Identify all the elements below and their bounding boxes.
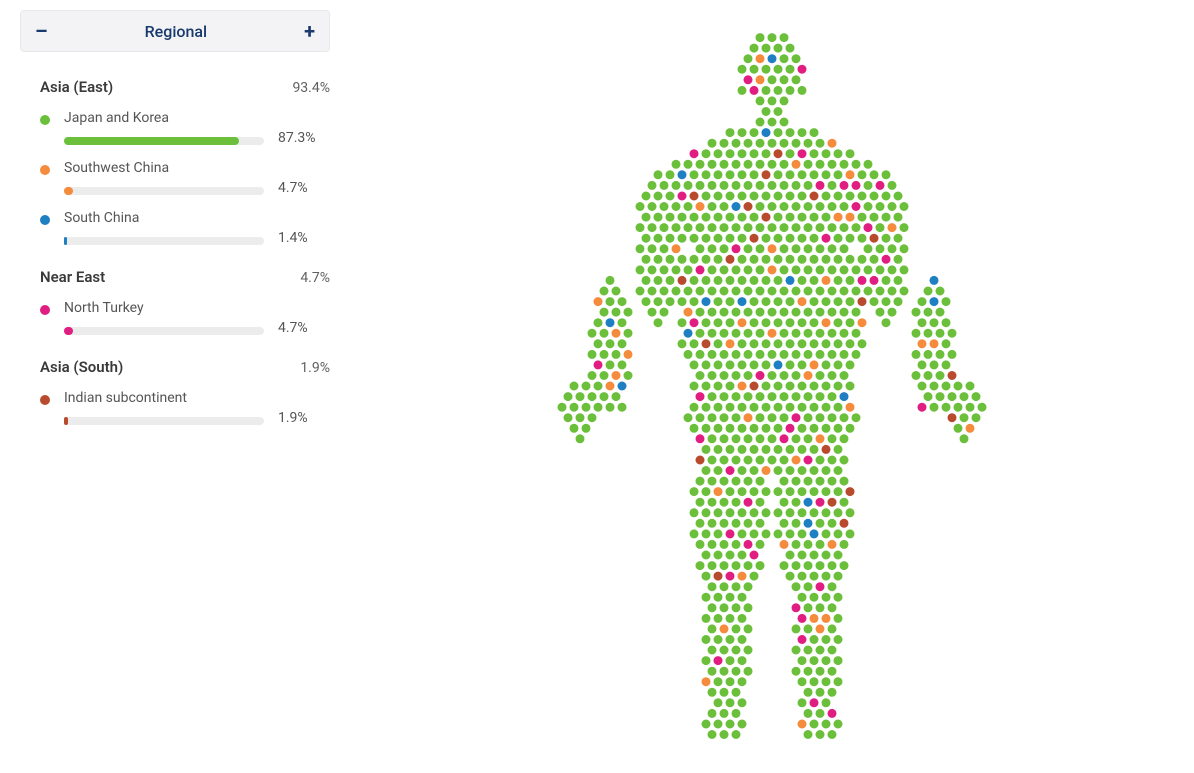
color-dot bbox=[40, 165, 50, 175]
panel-header: – Regional + bbox=[20, 10, 330, 52]
progress-fill bbox=[64, 417, 68, 425]
group-header: Asia (South) 1.9% bbox=[40, 354, 330, 376]
group-header: Asia (East) 93.4% bbox=[40, 74, 330, 96]
region-percent: 1.4% bbox=[278, 230, 308, 246]
group-header: Near East 4.7% bbox=[40, 264, 330, 286]
progress-track bbox=[64, 187, 264, 195]
color-dot bbox=[40, 215, 50, 225]
region-item[interactable]: Japan and Korea 87.3% bbox=[40, 110, 330, 146]
region-item[interactable]: Southwest China 4.7% bbox=[40, 160, 330, 196]
group-name: Near East bbox=[40, 268, 105, 286]
body-silhouette-svg bbox=[492, 17, 1052, 757]
region-percent: 1.9% bbox=[278, 410, 308, 426]
region-label: Japan and Korea bbox=[64, 110, 330, 126]
region-percent: 4.7% bbox=[278, 320, 308, 336]
region-label: Indian subcontinent bbox=[64, 390, 330, 406]
region-percent: 4.7% bbox=[278, 180, 308, 196]
group-percent: 93.4% bbox=[292, 80, 330, 96]
progress-track bbox=[64, 417, 264, 425]
body-dot-figure bbox=[350, 0, 1194, 773]
color-dot bbox=[40, 395, 50, 405]
progress-fill bbox=[64, 237, 67, 245]
color-dot bbox=[40, 115, 50, 125]
expand-icon[interactable]: + bbox=[304, 21, 315, 41]
group-percent: 1.9% bbox=[300, 360, 330, 376]
group-percent: 4.7% bbox=[300, 270, 330, 286]
progress-fill bbox=[64, 187, 73, 195]
groups-list: Asia (East) 93.4% Japan and Korea 87.3% Sout… bbox=[20, 74, 330, 426]
region-item[interactable]: North Turkey 4.7% bbox=[40, 300, 330, 336]
group-name: Asia (South) bbox=[40, 358, 123, 376]
region-percent: 87.3% bbox=[278, 130, 316, 146]
progress-track bbox=[64, 137, 264, 145]
color-dot bbox=[40, 305, 50, 315]
region-item[interactable]: Indian subcontinent 1.9% bbox=[40, 390, 330, 426]
collapse-icon[interactable]: – bbox=[35, 21, 48, 41]
progress-fill bbox=[64, 137, 239, 145]
dot-layer bbox=[558, 33, 987, 739]
region-label: Southwest China bbox=[64, 160, 330, 176]
progress-track bbox=[64, 237, 264, 245]
group-name: Asia (East) bbox=[40, 78, 113, 96]
region-label: North Turkey bbox=[64, 300, 330, 316]
progress-fill bbox=[64, 327, 73, 335]
panel-title: Regional bbox=[145, 22, 207, 41]
progress-track bbox=[64, 327, 264, 335]
region-label: South China bbox=[64, 210, 330, 226]
region-item[interactable]: South China 1.4% bbox=[40, 210, 330, 246]
regional-panel: – Regional + Asia (East) 93.4% Japan and K… bbox=[0, 0, 350, 773]
